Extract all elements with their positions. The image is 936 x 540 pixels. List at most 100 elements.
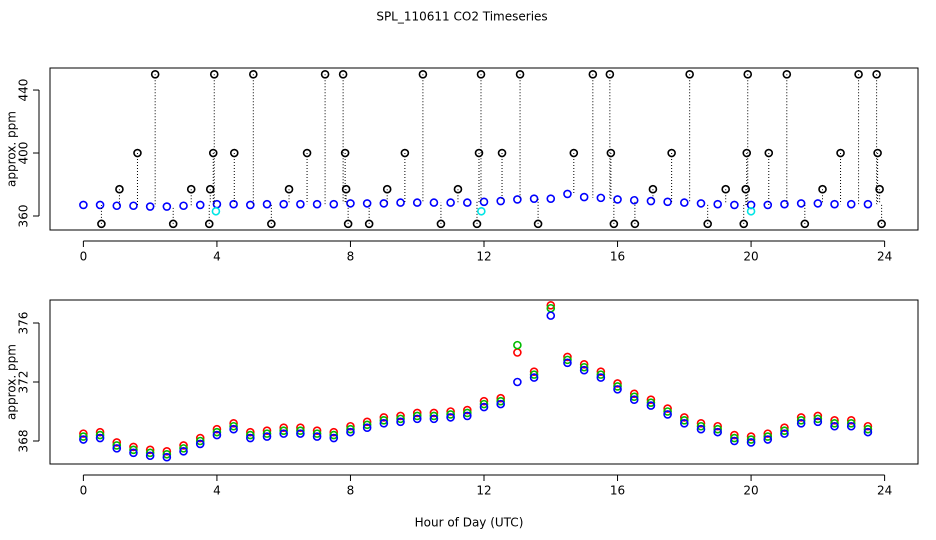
data-point: [379, 418, 389, 428]
data-point: [529, 367, 539, 376]
data-point: [320, 69, 330, 79]
data-point: [262, 429, 272, 438]
data-point: [162, 449, 172, 459]
data-point: [743, 69, 753, 79]
data-point: [496, 399, 505, 409]
data-point: [79, 432, 88, 441]
data-point: [846, 418, 856, 428]
data-point: [340, 148, 350, 158]
data-point: [479, 396, 489, 406]
data-point: [863, 421, 873, 431]
data-point: [529, 373, 539, 382]
data-point: [302, 148, 312, 158]
data-point: [730, 436, 739, 446]
data-point: [579, 360, 589, 369]
data-point: [606, 148, 616, 158]
data-point: [782, 69, 792, 79]
data-point: [412, 414, 422, 424]
data-point: [229, 424, 238, 434]
data-point: [246, 200, 255, 210]
data-point: [746, 432, 756, 441]
data-point: [741, 184, 751, 194]
data-point: [479, 402, 489, 412]
data-point: [262, 426, 272, 435]
data-point: [680, 198, 689, 207]
data-point: [646, 395, 656, 404]
data-point: [312, 426, 322, 435]
data-point: [796, 199, 806, 208]
data-point: [613, 385, 622, 394]
data-point: [463, 411, 472, 421]
data-point: [696, 424, 706, 434]
data-point: [329, 199, 339, 209]
data-point: [563, 358, 572, 368]
data-point: [730, 430, 739, 440]
data-point: [95, 433, 105, 443]
data-point: [343, 219, 353, 229]
y-axis-label: approx. ppm: [5, 344, 19, 420]
data-point: [875, 184, 884, 194]
data-point: [396, 417, 405, 427]
x-tick-label: 0: [80, 250, 88, 264]
data-point: [854, 69, 863, 79]
data-point: [663, 410, 672, 419]
data-point: [209, 69, 219, 79]
data-point: [129, 448, 138, 458]
data-point: [496, 196, 505, 206]
data-point: [613, 379, 622, 388]
x-tick-label: 16: [610, 250, 625, 264]
data-point: [546, 194, 556, 203]
data-point: [446, 410, 455, 419]
data-point: [818, 184, 827, 194]
data-point: [246, 430, 255, 440]
data-point: [796, 413, 806, 422]
data-point: [211, 206, 221, 216]
data-point: [863, 424, 873, 434]
data-point: [162, 452, 172, 462]
data-point: [329, 433, 339, 443]
data-point: [763, 429, 773, 438]
data-point: [546, 311, 556, 320]
data-point: [513, 377, 522, 387]
data-point: [429, 411, 439, 421]
data-point: [646, 398, 656, 407]
data-point: [179, 441, 188, 450]
data-point: [418, 69, 428, 79]
data-point: [284, 184, 294, 194]
data-point: [648, 184, 658, 194]
data-point: [846, 416, 856, 425]
data-point: [497, 148, 507, 158]
data-point: [696, 199, 706, 208]
data-point: [713, 424, 722, 434]
data-point: [341, 184, 351, 194]
data-point: [546, 301, 556, 310]
data-point: [212, 424, 222, 434]
data-point: [872, 69, 881, 79]
data-point: [97, 219, 106, 229]
data-point: [195, 200, 205, 210]
data-point: [312, 429, 322, 438]
data-point: [205, 184, 215, 194]
data-point: [112, 441, 122, 450]
data-point: [629, 392, 639, 402]
data-point: [780, 429, 789, 438]
data-point: [813, 411, 823, 421]
data-point: [515, 69, 525, 79]
data-point: [796, 418, 806, 428]
data-point: [362, 423, 372, 433]
data-point: [145, 202, 155, 211]
data-point: [296, 423, 305, 433]
data-point: [329, 427, 339, 437]
data-point: [563, 355, 572, 365]
data-point: [346, 421, 355, 431]
data-point: [412, 198, 422, 207]
data-point: [145, 448, 155, 458]
data-point: [312, 199, 322, 209]
data-point: [396, 411, 405, 421]
data-point: [569, 148, 579, 158]
data-point: [279, 429, 288, 438]
data-point: [267, 219, 276, 229]
data-point: [479, 399, 489, 409]
data-point: [195, 433, 205, 443]
